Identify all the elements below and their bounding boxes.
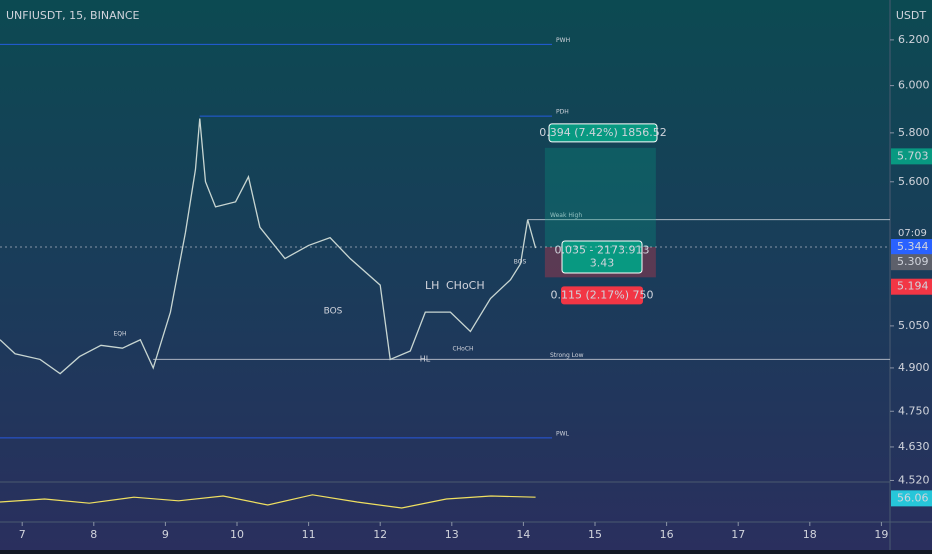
price-badge-label: 5.194: [897, 280, 929, 293]
position-label-bg: [561, 286, 643, 305]
x-tick-label: 18: [803, 528, 817, 541]
annotation: CHoCH: [446, 279, 485, 292]
y-tick-label: 4.630: [898, 440, 930, 453]
oscillator-badge: [891, 490, 932, 507]
price-badge: [891, 148, 932, 165]
y-tick-label: 6.000: [898, 79, 930, 92]
y-tick-label: 6.200: [898, 33, 930, 46]
x-tick-label: 16: [660, 528, 674, 541]
annotation: EQH: [113, 331, 126, 338]
annotation: HL: [420, 355, 431, 364]
x-tick-label: 19: [874, 528, 888, 541]
annotation: CHoCH: [452, 346, 473, 353]
level-label: Weak High: [550, 212, 582, 219]
y-tick-label: 4.520: [898, 473, 930, 486]
level-label: Strong Low: [550, 352, 584, 359]
x-tick-label: 7: [19, 528, 26, 541]
price-badge: [891, 254, 932, 271]
price-badge-label: 5.703: [897, 149, 929, 162]
y-tick-label: 4.750: [898, 404, 930, 417]
x-tick-label: 11: [302, 528, 316, 541]
position-label-bg: [548, 123, 658, 143]
price-badge: [891, 278, 932, 295]
price-badge-label: 5.309: [897, 255, 929, 268]
x-tick-label: 9: [162, 528, 169, 541]
countdown: 07:09: [898, 228, 927, 239]
target-zone: [544, 147, 656, 248]
y-tick-label: 5.600: [898, 175, 930, 188]
price-series: [0, 118, 537, 375]
x-tick-label: 8: [90, 528, 97, 541]
y-tick-label: 5.050: [898, 319, 930, 332]
level-label: PWH: [556, 37, 570, 44]
oscillator-badge-label: 56.06: [897, 491, 929, 504]
x-tick-label: 13: [445, 528, 459, 541]
annotation: BOS: [324, 307, 343, 317]
position-label: 0.035 - 2173.913: [555, 244, 650, 257]
annotation: BOS: [514, 259, 527, 266]
position-label: 0.394 (7.42%) 1856.52: [539, 126, 667, 139]
x-tick-label: 10: [230, 528, 244, 541]
level-label: PDH: [556, 109, 569, 116]
position-label-bg: [561, 240, 643, 274]
x-tick-label: 17: [731, 528, 745, 541]
x-tick-label: 14: [516, 528, 530, 541]
x-tick-label: 15: [588, 528, 602, 541]
annotation: LH: [425, 279, 439, 292]
y-tick-label: 5.800: [898, 126, 930, 139]
price-badge: [891, 239, 932, 256]
position-label: 0.115 (2.17%) 750: [550, 288, 653, 301]
position-label: 3.43: [590, 257, 615, 270]
x-tick-label: 12: [373, 528, 387, 541]
level-label: PWL: [556, 430, 570, 437]
chart-title: UNFIUSDT, 15, BINANCE: [6, 9, 140, 22]
price-badge-label: 5.344: [897, 240, 929, 253]
y-tick-label: 4.900: [898, 361, 930, 374]
oscillator-line: [0, 494, 536, 509]
y-axis-label: USDT: [896, 9, 927, 22]
